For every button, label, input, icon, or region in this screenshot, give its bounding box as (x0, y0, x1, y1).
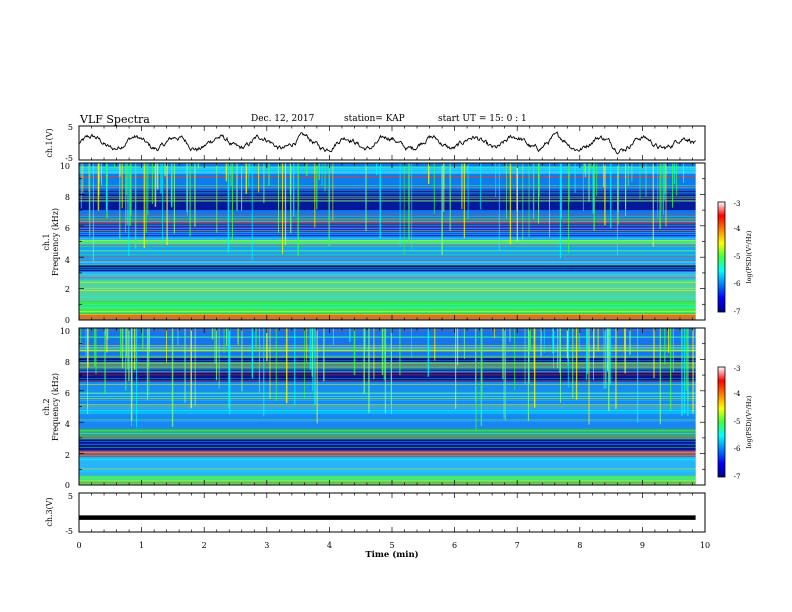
x-tick-label: 3 (264, 541, 269, 550)
ch1-waveform-frame (78, 125, 706, 161)
x-tick-label: 8 (577, 541, 582, 550)
x-tick-label: 4 (327, 541, 332, 550)
frequency-band (79, 381, 696, 401)
ch2-ytick-4: 4 (65, 420, 70, 429)
ch1-ytick-top: 5 (68, 123, 73, 132)
ch1-cbar-tick-m5: -5 (734, 253, 741, 261)
ch1-ytick-4: 4 (65, 256, 70, 265)
ch1-ytick-bottom: -5 (65, 154, 73, 163)
ch3-ytick-top: 5 (68, 492, 73, 501)
ch2-cbar-tick-m4: -4 (734, 390, 741, 398)
ch2-ytick-10: 10 (60, 327, 70, 336)
frequency-band (79, 450, 696, 457)
frequency-band (79, 189, 696, 211)
ch2-cbar-tick-m6: -6 (734, 445, 741, 453)
frequency-band (79, 362, 696, 369)
ch3-waveform-panel: 5 -5 ch.3(V) 0 1 2 3 4 5 6 7 8 9 10 Time (min) (45, 492, 710, 560)
spectrogram-no-data (695, 328, 705, 485)
x-tick-label: 2 (202, 541, 207, 550)
ch1-cbar-tick-m7: -7 (734, 308, 741, 316)
figure-title: VLF Spectra (80, 113, 150, 126)
date-label: Dec. 12, 2017 (251, 114, 315, 124)
ch2-spectrogram-panel: 0 2 4 6 8 10 ch.2 Frequency (kHz) -3 -4 … (42, 327, 753, 490)
ch1-spectrogram-image (79, 163, 705, 321)
ch2-cbar-tick-m7: -7 (734, 473, 741, 481)
x-tick-label: 5 (389, 541, 394, 550)
ch2-ylabel-line2: Frequency (kHz) (51, 373, 60, 441)
frequency-band (79, 328, 696, 357)
ch1-cbar-tick-m4: -4 (734, 225, 741, 233)
x-tick-label: 0 (76, 541, 81, 550)
ch1-ylabel: ch.1(V) (45, 128, 54, 157)
ch1-ytick-0: 0 (65, 316, 70, 325)
frequency-band (79, 400, 696, 429)
ch1-ylabel-line1: ch.1 (42, 233, 51, 250)
x-tick-label: 9 (640, 541, 645, 550)
x-tick-labels: 0 1 2 3 4 5 6 7 8 9 10 (76, 541, 710, 550)
ch2-spectrogram-image (79, 328, 705, 485)
ch2-colorbar (717, 366, 726, 478)
ch1-waveform-line (78, 131, 696, 155)
spectrogram-no-data (695, 163, 705, 320)
ch2-colorbar-label: log(PSD)(V²/Hz) (745, 395, 753, 448)
ch1-waveform-panel: 5 -5 ch.1(V) (45, 123, 706, 163)
station-label: station= KAP (344, 114, 405, 124)
x-tick-label: 1 (139, 541, 144, 550)
ch2-cbar-tick-m5: -5 (734, 418, 741, 426)
ch2-ylabel-line1: ch.2 (42, 398, 51, 415)
ch3-waveform-frame (78, 492, 706, 533)
frequency-band (79, 456, 696, 476)
ch1-cbar-tick-m3: -3 (734, 200, 741, 208)
x-tick-label: 10 (700, 541, 710, 550)
ch1-ytick-6: 6 (65, 224, 70, 233)
x-tick-label: 7 (515, 541, 520, 550)
ch1-ytick-2: 2 (65, 285, 70, 294)
ch3-ylabel: ch.3(V) (45, 497, 54, 526)
ch1-ytick-10: 10 (60, 162, 70, 171)
ch3-ytick-bottom: -5 (65, 527, 73, 536)
x-axis-label: Time (min) (365, 549, 418, 560)
ch1-cbar-tick-m6: -6 (734, 280, 741, 288)
ch1-ylabel-line2: Frequency (kHz) (51, 208, 60, 276)
ch2-ytick-6: 6 (65, 389, 70, 398)
start-time-label: start UT = 15: 0 : 1 (438, 114, 527, 124)
ch2-ytick-0: 0 (65, 481, 70, 490)
ch2-ytick-8: 8 (65, 358, 70, 367)
frequency-band (79, 166, 696, 174)
axis-ticks (78, 126, 706, 532)
frequency-band (79, 271, 696, 280)
ch2-cbar-tick-m3: -3 (734, 365, 741, 373)
ch1-colorbar (717, 201, 726, 313)
ch1-spectrogram-panel: 0 2 4 6 8 10 ch.1 Frequency (kHz) -3 -4 … (42, 162, 753, 325)
ch1-ytick-8: 8 (65, 193, 70, 202)
ch1-colorbar-label: log(PSD)(V²/Hz) (745, 230, 753, 283)
ch2-ytick-2: 2 (65, 451, 70, 460)
frequency-band (79, 475, 696, 485)
frequency-band (79, 313, 696, 320)
frequency-band (79, 239, 696, 245)
frequency-band (79, 265, 696, 272)
x-tick-label: 6 (452, 541, 457, 550)
